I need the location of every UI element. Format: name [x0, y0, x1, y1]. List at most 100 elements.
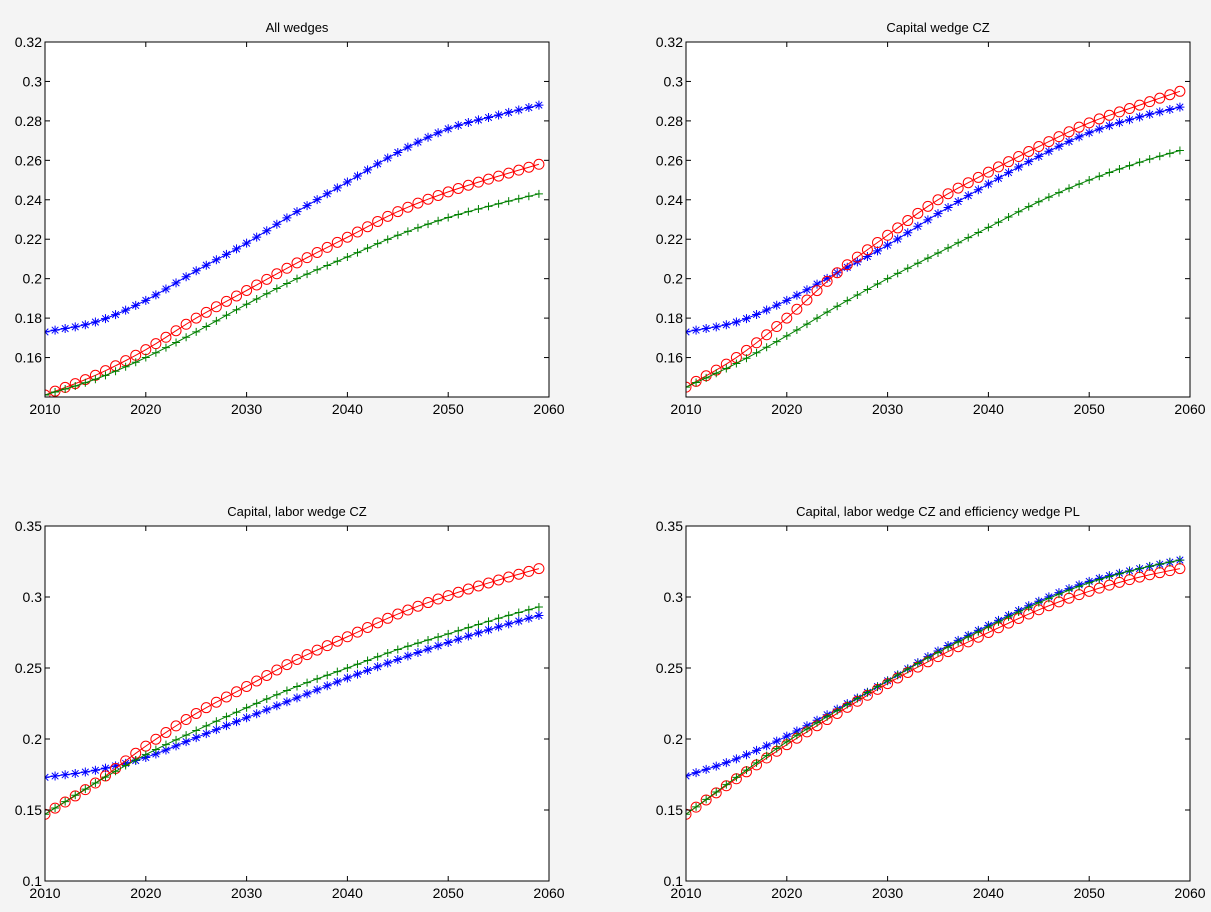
data-point [402, 201, 414, 213]
data-point [473, 115, 483, 125]
data-point [293, 682, 301, 691]
data-point [932, 194, 944, 206]
data-point [301, 252, 313, 264]
data-point [424, 220, 433, 229]
data-point [241, 680, 253, 692]
y-tick-label: 0.1 [23, 873, 43, 889]
data-point [322, 681, 332, 691]
data-point [272, 284, 281, 293]
data-point [1165, 149, 1174, 158]
data-point [772, 744, 781, 753]
data-point [893, 269, 902, 278]
data-point [923, 215, 933, 225]
series-line [45, 606, 540, 815]
data-point [111, 761, 121, 771]
x-tick-label: 2030 [231, 885, 262, 901]
data-point [822, 273, 832, 283]
data-point [342, 177, 352, 187]
data-point [534, 100, 544, 110]
data-point [523, 565, 535, 577]
y-tick-label: 0.1 [664, 873, 684, 889]
data-point [262, 226, 272, 236]
data-point [474, 620, 483, 629]
data-point [802, 320, 811, 329]
data-point [923, 653, 932, 662]
data-point [452, 182, 464, 194]
data-point [721, 320, 731, 330]
data-point [49, 802, 61, 814]
data-point [303, 270, 312, 279]
data-point [454, 210, 463, 219]
data-point [493, 574, 505, 586]
y-tick-label: 0.28 [15, 113, 42, 129]
data-point [220, 295, 232, 307]
data-point [954, 637, 963, 646]
x-tick-label: 2040 [332, 885, 363, 901]
y-tick-label: 0.3 [664, 589, 684, 605]
data-point [382, 612, 394, 624]
series-line [45, 568, 540, 815]
data-point [191, 266, 201, 276]
data-point [172, 735, 181, 744]
data-point [90, 317, 100, 327]
data-point [472, 176, 484, 188]
data-point [823, 712, 832, 721]
data-point [903, 665, 912, 674]
data-point [722, 364, 731, 373]
data-point [762, 751, 771, 760]
data-point [534, 189, 543, 198]
data-point [913, 659, 922, 668]
data-point [333, 257, 342, 266]
data-point [171, 278, 181, 288]
data-point [252, 699, 261, 708]
data-point [282, 213, 292, 223]
data-point [962, 177, 974, 189]
subplot-3: Capital, labor wedge CZ 2010 2020 2030 2040 2… [15, 504, 565, 901]
data-point [51, 387, 60, 396]
x-tick-label: 2020 [771, 885, 802, 901]
data-point [711, 322, 721, 332]
data-point [161, 740, 170, 749]
data-point [974, 627, 983, 636]
data-point [312, 685, 322, 695]
data-point [812, 279, 822, 289]
data-point [403, 642, 412, 651]
data-point [873, 246, 883, 256]
data-point [1053, 131, 1065, 143]
y-tick-label: 0.3 [664, 73, 684, 89]
data-point [802, 724, 811, 733]
data-point [141, 353, 150, 362]
data-point [313, 265, 322, 274]
data-point [1125, 115, 1135, 125]
data-point [363, 665, 373, 675]
data-point [332, 677, 342, 687]
data-point [473, 628, 483, 638]
y-tick-label: 0.3 [23, 589, 43, 605]
data-point [1155, 152, 1164, 161]
data-point [692, 378, 701, 387]
data-point [494, 614, 503, 623]
data-point [752, 348, 761, 357]
data-point [191, 733, 201, 743]
x-tick-label: 2060 [1174, 401, 1205, 417]
data-point [50, 325, 60, 335]
data-point [893, 234, 903, 244]
data-point [261, 669, 273, 681]
data-point [383, 153, 393, 163]
data-point [383, 235, 392, 244]
data-point [781, 312, 793, 324]
data-point [342, 673, 352, 683]
data-point [462, 179, 474, 191]
x-tick-label: 2040 [973, 401, 1004, 417]
data-point [851, 251, 863, 263]
axes-frame [44, 525, 550, 882]
subplot-2: Capital wedge CZ 2010 2020 2030 2040 2050 2060… [656, 20, 1206, 417]
data-point [321, 241, 333, 253]
data-point [393, 231, 402, 240]
data-point [964, 632, 973, 641]
data-point [751, 337, 763, 349]
data-point [172, 338, 181, 347]
data-point [833, 302, 842, 311]
data-point [792, 326, 801, 335]
data-point [721, 758, 731, 768]
